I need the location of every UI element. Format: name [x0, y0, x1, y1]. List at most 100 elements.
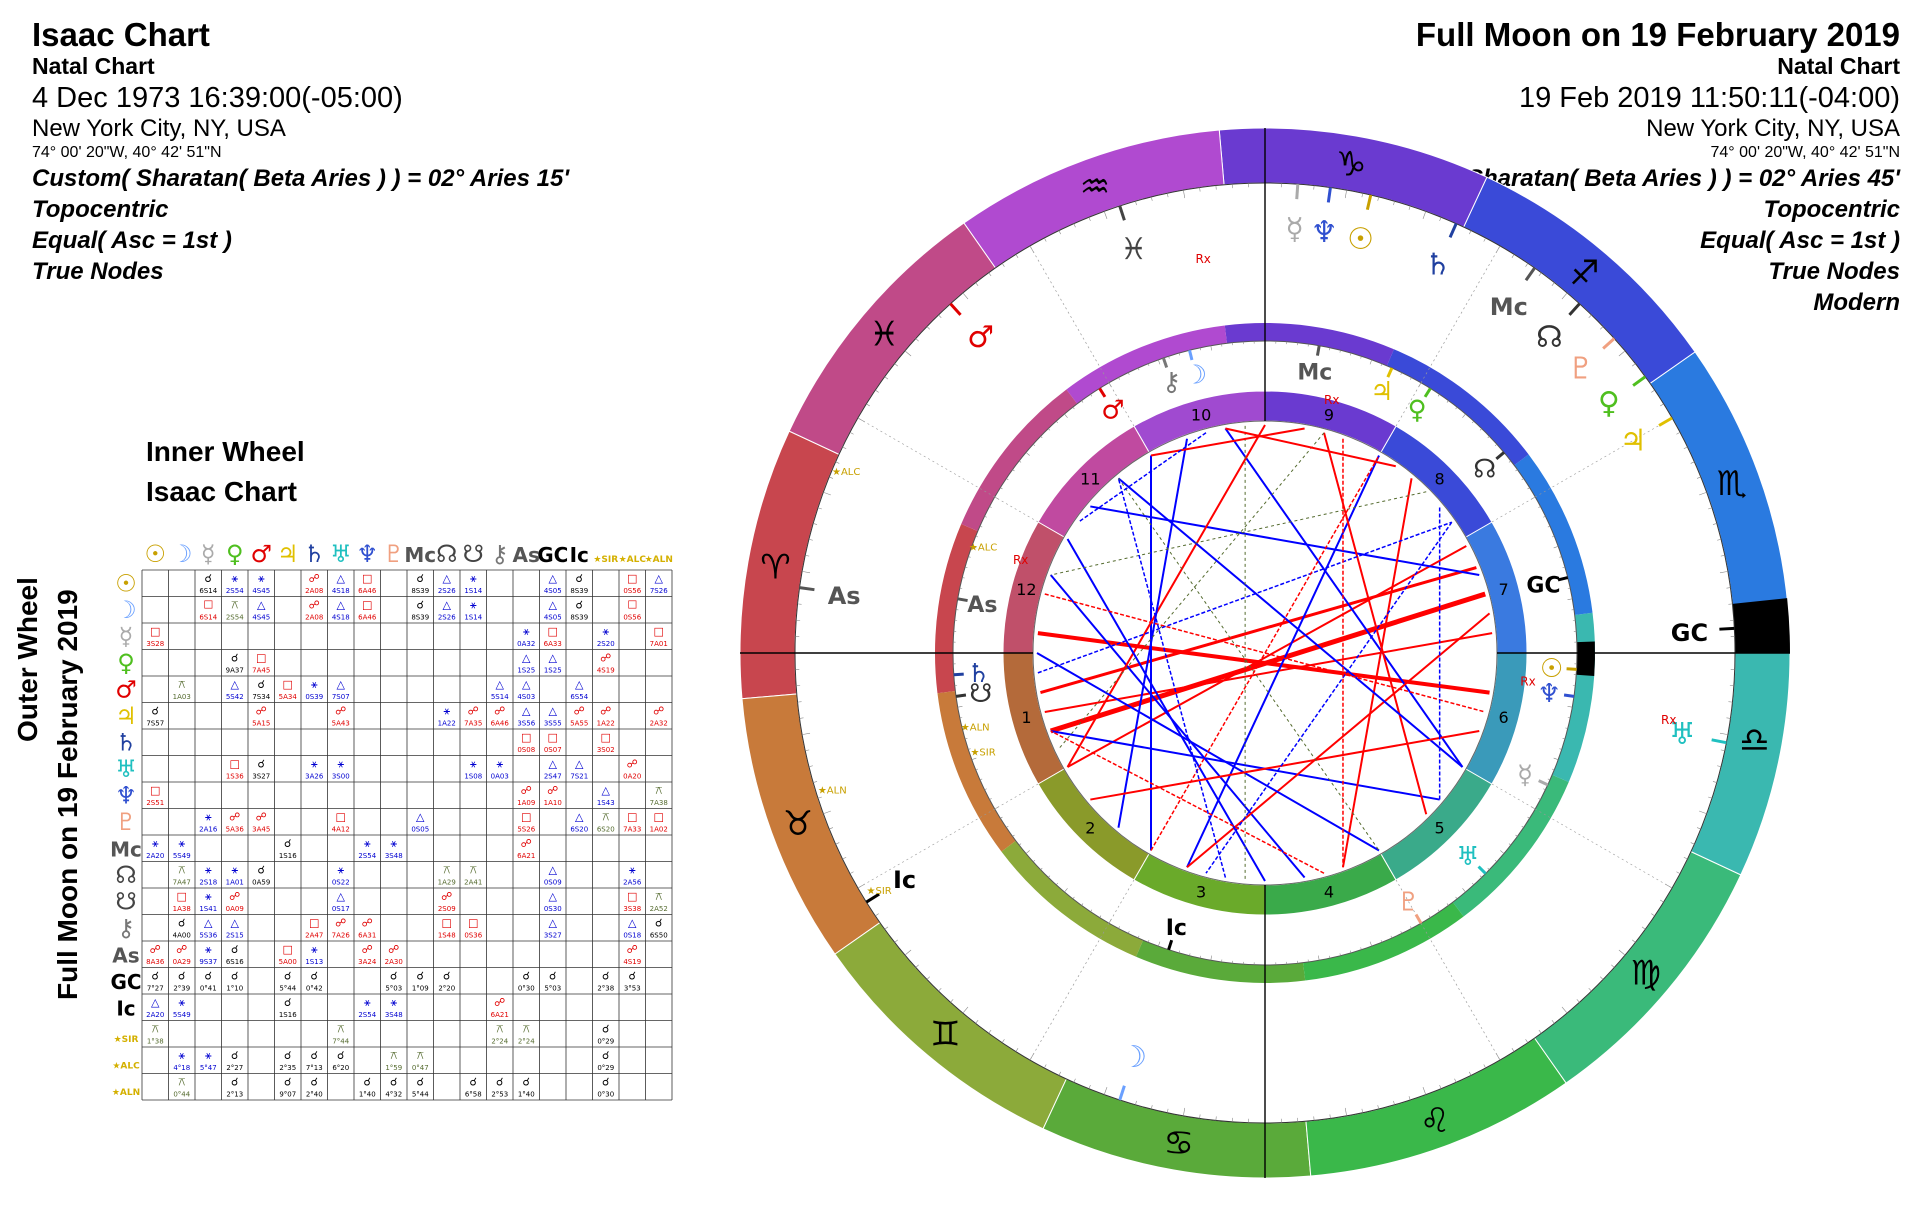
mars-icon: ♂	[967, 320, 994, 355]
degree-tick	[1708, 507, 1713, 510]
aspect-orb: 6S16	[226, 958, 244, 966]
aspect-glyph: △	[443, 572, 452, 585]
aspect-orb: 0A03	[491, 773, 509, 781]
inner-sign-segment	[1224, 322, 1394, 366]
aspect-orb: 0S56	[623, 614, 641, 622]
uranus-icon: ♅	[330, 540, 352, 568]
planet-set-setting: Modern	[1813, 289, 1900, 316]
aspect-orb: 3S02	[597, 746, 615, 754]
aspect-glyph: □	[627, 811, 637, 824]
aspect-orb: 2°20	[438, 985, 455, 993]
degree-tick	[975, 282, 979, 286]
aspect-orb: 0°30	[518, 985, 535, 993]
inner-sign-segment	[937, 691, 1016, 852]
chiron-icon: ⚷	[117, 914, 135, 942]
north-node-icon: ☊	[436, 540, 457, 568]
degree-tick	[829, 476, 834, 479]
sun-icon: ☉	[1347, 222, 1374, 257]
degree-tick	[1562, 738, 1565, 740]
degree-tick	[1350, 353, 1352, 356]
outer-wheel-label: Outer Wheel	[12, 577, 43, 742]
degree-tick	[1479, 428, 1482, 431]
aspect-glyph: ⚻	[178, 1076, 185, 1089]
sign-glyph-libra: ♎	[1739, 720, 1769, 760]
aspect-glyph: ⚹	[390, 996, 397, 1009]
degree-tick	[1494, 444, 1498, 447]
degree-tick	[1618, 949, 1626, 956]
north-node-icon: ☊	[115, 861, 136, 889]
degree-tick	[1699, 491, 1707, 496]
degree-tick	[968, 556, 971, 558]
aspect-orb: 8A36	[146, 958, 165, 966]
aspect-glyph: ⚻	[178, 864, 185, 877]
aspect-orb: 6A46	[358, 614, 377, 622]
degree-tick	[1088, 217, 1091, 222]
degree-tick	[1632, 363, 1636, 367]
aspect-orb: 1°09	[412, 985, 429, 993]
degree-tick	[1487, 867, 1490, 870]
degree-tick	[1588, 314, 1592, 318]
degree-tick	[1151, 196, 1153, 201]
aspect-glyph: □	[654, 625, 664, 638]
sign-glyph-cancer: ♋	[1163, 1123, 1193, 1163]
aspect-glyph: ⚻	[390, 1049, 397, 1062]
aspect-glyph: ☍	[229, 890, 240, 903]
degree-tick	[984, 515, 987, 518]
aspect-orb: 6A46	[358, 587, 377, 595]
aspect-glyph: ☌	[284, 1076, 291, 1089]
degree-tick	[1717, 539, 1722, 541]
degree-tick	[1032, 859, 1036, 862]
aspect-glyph: △	[204, 917, 213, 930]
alnilam-icon: ★ALN	[112, 1088, 140, 1098]
house-number: 8	[1435, 469, 1445, 488]
degree-tick	[1525, 1039, 1529, 1043]
chart-type: Natal Chart	[32, 53, 155, 79]
aspect-line	[1050, 730, 1325, 874]
aspect-glyph: ☌	[496, 1076, 503, 1089]
sun-icon: ☉	[115, 569, 137, 597]
aspect-orb: 2S09	[438, 905, 456, 913]
degree-tick	[1439, 1084, 1442, 1089]
aspect-glyph: ☐	[627, 599, 637, 612]
aspect-orb: 1S08	[464, 773, 482, 781]
aspect-glyph: ☌	[152, 705, 159, 718]
aspect-orb: 3°53	[624, 985, 641, 993]
aspect-orb: 2S20	[597, 640, 615, 648]
degree-tick	[1103, 1087, 1108, 1095]
aspect-orb: 2A08	[305, 587, 323, 595]
aspect-line	[1186, 612, 1491, 869]
aspect-glyph: ☍	[574, 705, 585, 718]
degree-tick	[1044, 237, 1047, 242]
degree-tick	[1551, 535, 1555, 538]
imum-coeli-icon: Ic	[116, 996, 135, 1020]
aspect-orb: 2S54	[226, 614, 244, 622]
degree-tick	[1377, 196, 1379, 201]
aspect-orb: 2S18	[199, 879, 217, 887]
pluto-icon: ♇	[1397, 888, 1420, 918]
degree-tick	[817, 796, 822, 799]
south-node-icon: ☋	[969, 679, 992, 709]
aspect-orb: 4S18	[332, 614, 350, 622]
chiron-icon: ⚷	[1162, 368, 1181, 398]
degree-tick	[1135, 1100, 1137, 1105]
aspect-orb: 1S14	[464, 614, 482, 622]
aspect-glyph: ☍	[176, 943, 187, 956]
aspect-line	[1050, 729, 1440, 801]
degree-tick	[884, 926, 889, 930]
aspect-glyph: ☌	[178, 970, 185, 983]
north-node-icon: ☊	[1473, 455, 1496, 485]
inner-sign-segment	[1136, 940, 1306, 983]
alnilam-icon: ★ALN	[645, 555, 673, 565]
aspect-orb: 4S18	[332, 587, 350, 595]
aspect-glyph: ☌	[390, 1076, 397, 1089]
aspect-line	[1050, 491, 1427, 576]
aspect-orb: 7A26	[332, 932, 351, 940]
aspect-glyph: □	[177, 890, 187, 903]
planet-position-tick	[1448, 223, 1458, 238]
uranus-icon: ♅	[1456, 842, 1479, 872]
degree-tick	[1690, 461, 1695, 464]
degree-tick	[1012, 469, 1015, 472]
degree-tick	[1048, 875, 1051, 878]
degree-tick	[1410, 377, 1412, 380]
aspect-glyph: ⚹	[178, 1049, 185, 1062]
